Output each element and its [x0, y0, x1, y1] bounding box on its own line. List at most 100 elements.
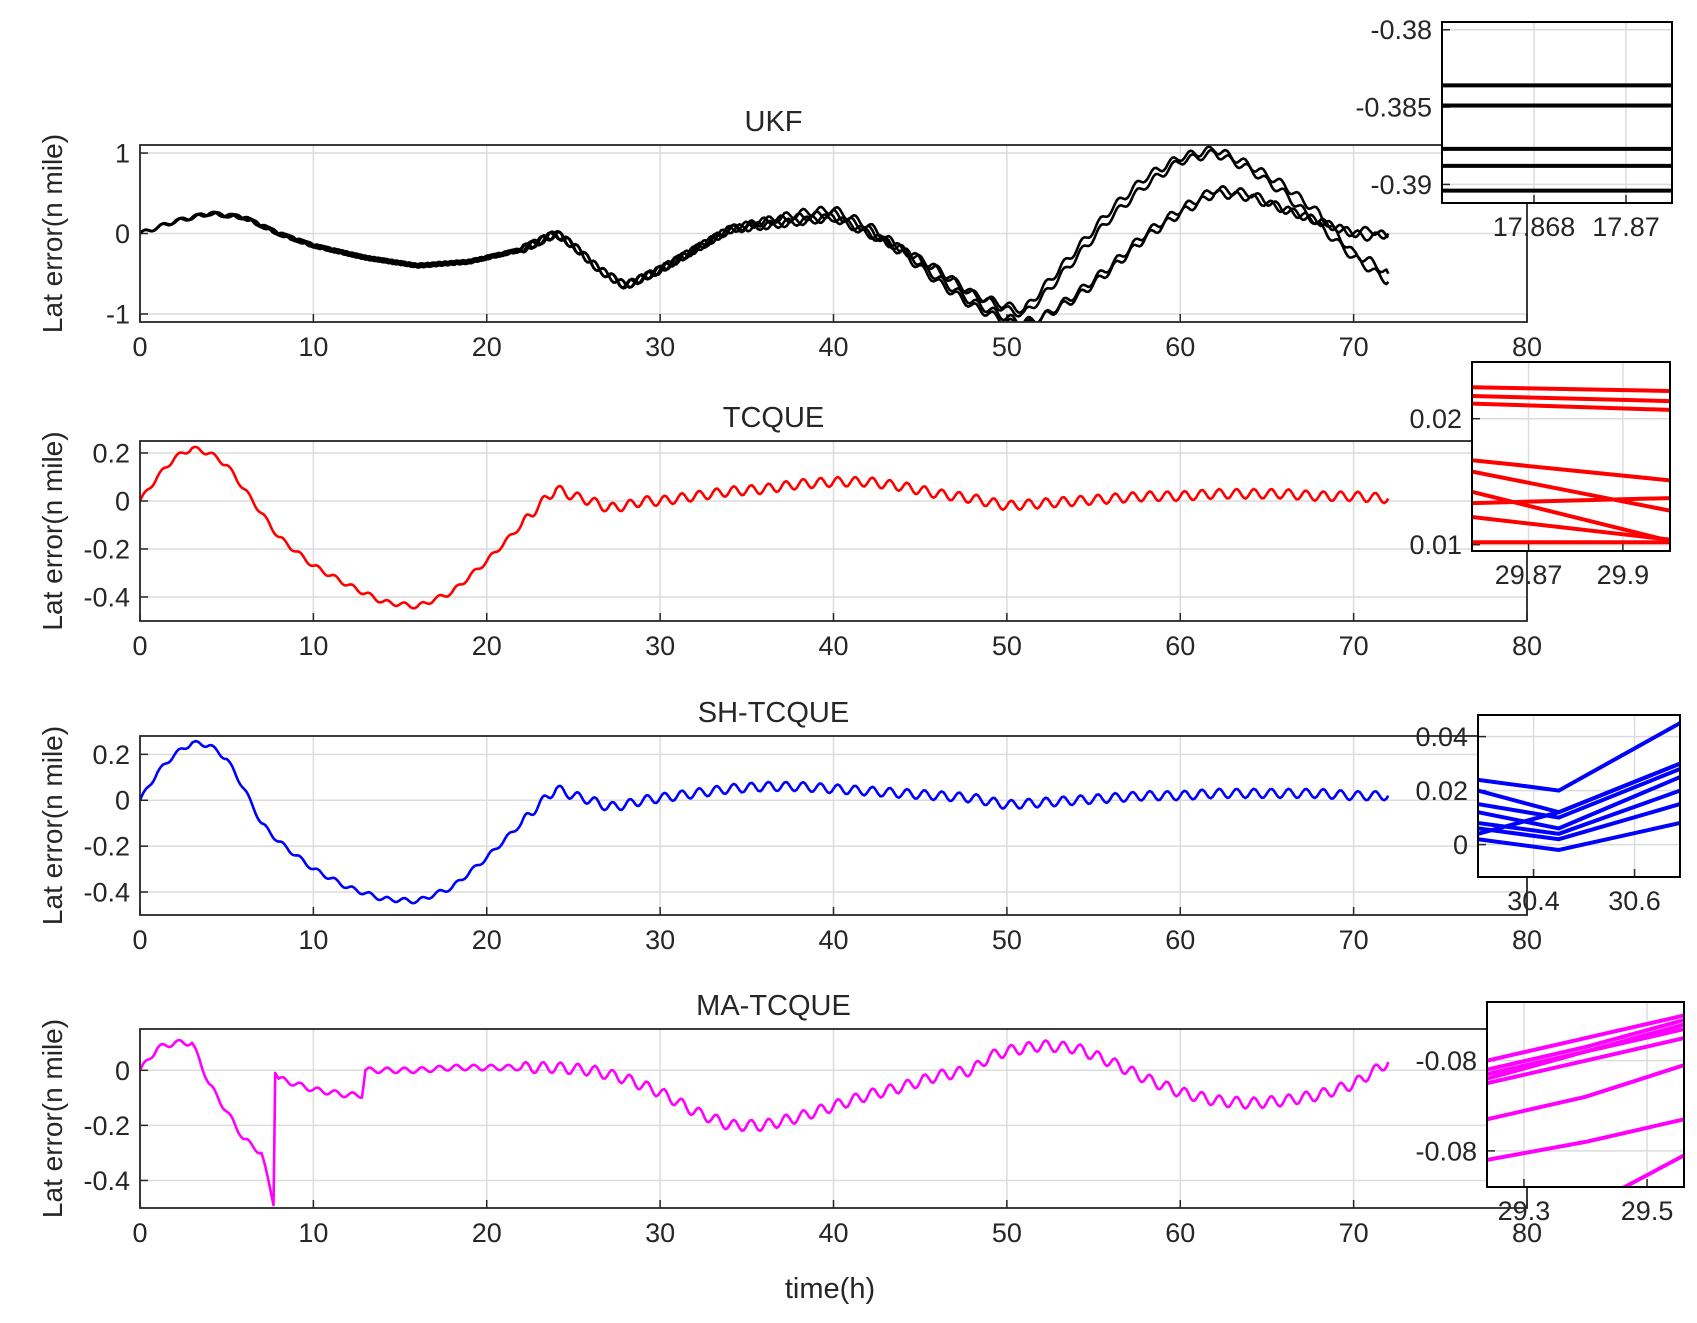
panel-1-y-tick-label: 1 — [115, 138, 130, 168]
inset-series-group — [1487, 1013, 1684, 1187]
inset-1-y-tick-label: -0.39 — [1370, 170, 1432, 200]
series-line — [140, 445, 1390, 610]
panel-ylabel: Lat error(n mile) — [37, 431, 68, 630]
inset-series-line — [1487, 1027, 1684, 1081]
panel-3: 0 10 20 30 40 50 60 70 80 0.2 0 -0.2 -0.4 SH-TCQUE Lat… — [37, 697, 1542, 955]
inset-series-line — [1472, 496, 1670, 506]
panel-1-y-tick-label: 0 — [115, 219, 130, 249]
inset-series-line — [1620, 1153, 1684, 1187]
panel-frame — [139, 144, 1528, 323]
inset-series-line — [1478, 802, 1680, 842]
panel-ylabel: Lat error(n mile) — [37, 726, 68, 925]
inset-frame — [1486, 1001, 1685, 1188]
inset-4-y-tick-label: -0.08 — [1415, 1046, 1477, 1076]
panel-1-y-tick-label: -1 — [106, 299, 130, 329]
panel-2-y-tick-label: 0.2 — [92, 438, 130, 468]
panel-2-x-tick-label: 40 — [818, 631, 848, 661]
series-group — [140, 1038, 1390, 1207]
inset-series-group — [1478, 721, 1680, 853]
inset-3-x-tick-label: 30.4 — [1507, 886, 1560, 916]
inset-series-line — [1487, 1013, 1684, 1063]
panel-3-x-tick-label: 0 — [132, 925, 147, 955]
panel-1-x-tick-label: 50 — [992, 332, 1022, 362]
panel-4: 0 10 20 30 40 50 60 70 80 0 -0.2 -0.4 MA-TCQUE Lat er… — [37, 990, 1542, 1248]
panel-3-x-tick-label: 70 — [1339, 925, 1369, 955]
inset-series-line — [1472, 458, 1670, 483]
panel-3-y-tick-label: 0.2 — [92, 740, 130, 770]
panel-4-x-tick-label: 80 — [1512, 1218, 1542, 1248]
inset-2: 29.87 29.9 0.02 0.01 — [1409, 361, 1671, 590]
panel-ylabel: Lat error(n mile) — [37, 134, 68, 333]
panel-4-x-tick-label: 40 — [818, 1218, 848, 1248]
inset-series-line — [1487, 1018, 1684, 1072]
panel-4-x-tick-label: 0 — [132, 1218, 147, 1248]
inset-series-line — [1478, 721, 1680, 793]
inset-3-y-tick-label: 0.02 — [1415, 776, 1468, 806]
inset-2-x-tick-label: 29.87 — [1495, 560, 1563, 590]
inset-series-line — [1472, 469, 1670, 513]
inset-series-line — [1487, 1063, 1684, 1122]
inset-3-y-tick-label: 0.04 — [1415, 722, 1468, 752]
panel-1-x-tick-label: 70 — [1339, 332, 1369, 362]
panel-title: MA-TCQUE — [696, 990, 851, 1022]
panel-3-x-tick-label: 40 — [818, 925, 848, 955]
inset-series-line — [1487, 1036, 1684, 1086]
panel-4-y-tick-label: -0.4 — [83, 1166, 130, 1196]
panel-2-x-tick-label: 10 — [298, 631, 328, 661]
inset-series-line — [1472, 515, 1670, 542]
inset-frame — [1471, 361, 1671, 552]
inset-2-y-tick-label: 0.01 — [1409, 530, 1462, 560]
panel-2-x-tick-label: 70 — [1339, 631, 1369, 661]
panel-title: SH-TCQUE — [698, 697, 849, 729]
inset-series-line — [1478, 821, 1680, 853]
panel-3-x-tick-label: 80 — [1512, 925, 1542, 955]
panel-2-y-tick-label: 0 — [115, 486, 130, 516]
panel-ylabel: Lat error(n mile) — [37, 1019, 68, 1218]
panel-3-x-tick-label: 20 — [472, 925, 502, 955]
inset-frame — [1477, 714, 1681, 878]
inset-4-x-tick-label: 29.5 — [1621, 1196, 1674, 1226]
inset-series-line — [1472, 489, 1670, 543]
panel-3-x-tick-label: 60 — [1165, 925, 1195, 955]
inset-1-y-tick-label: -0.38 — [1370, 15, 1432, 45]
inset-1-y-tick-label: -0.385 — [1355, 93, 1432, 123]
inset-1-x-tick-label: 17.868 — [1493, 212, 1576, 242]
figure-xlabel: time(h) — [785, 1273, 875, 1305]
inset-3-y-tick-label: 0 — [1453, 830, 1468, 860]
panel-4-x-tick-label: 10 — [298, 1218, 328, 1248]
panel-3-y-tick-label: 0 — [115, 786, 130, 816]
panel-1-x-tick-label: 60 — [1165, 332, 1195, 362]
panel-4-y-tick-label: -0.2 — [83, 1111, 130, 1141]
panel-4-y-tick-label: 0 — [115, 1056, 130, 1086]
inset-series-line — [1478, 767, 1680, 820]
inset-2-x-tick-label: 29.9 — [1597, 560, 1650, 590]
inset-3-x-tick-label: 30.6 — [1608, 886, 1661, 916]
panel-2-x-tick-label: 0 — [132, 631, 147, 661]
panel-2-x-tick-label: 50 — [992, 631, 1022, 661]
panel-3-x-tick-label: 10 — [298, 925, 328, 955]
panel-1-x-tick-label: 10 — [298, 332, 328, 362]
panel-4-x-tick-label: 70 — [1339, 1218, 1369, 1248]
panel-2: 0 10 20 30 40 50 60 70 80 0.2 0 -0.2 -0.4 TCQUE Lat er… — [37, 402, 1542, 661]
panel-1-x-tick-label: 80 — [1512, 332, 1542, 362]
panel-4-x-tick-label: 20 — [472, 1218, 502, 1248]
panel-1-x-tick-label: 40 — [818, 332, 848, 362]
panel-1-x-tick-label: 20 — [472, 332, 502, 362]
inset-4-x-tick-label: 29.3 — [1498, 1196, 1551, 1226]
inset-series-line — [1478, 775, 1680, 831]
series-line — [140, 1038, 1390, 1207]
inset-series-line — [1472, 385, 1670, 393]
inset-1-plot-area — [1442, 22, 1672, 203]
inset-series-line — [1472, 394, 1670, 404]
panel-3-x-tick-label: 50 — [992, 925, 1022, 955]
panel-2-x-tick-label: 30 — [645, 631, 675, 661]
panel-3-x-tick-label: 30 — [645, 925, 675, 955]
inset-4-y-tick-label: -0.08 — [1415, 1136, 1477, 1166]
panel-4-x-tick-label: 60 — [1165, 1218, 1195, 1248]
panel-2-x-tick-label: 60 — [1165, 631, 1195, 661]
panel-4-x-tick-label: 50 — [992, 1218, 1022, 1248]
inset-2-y-tick-label: 0.02 — [1409, 404, 1462, 434]
